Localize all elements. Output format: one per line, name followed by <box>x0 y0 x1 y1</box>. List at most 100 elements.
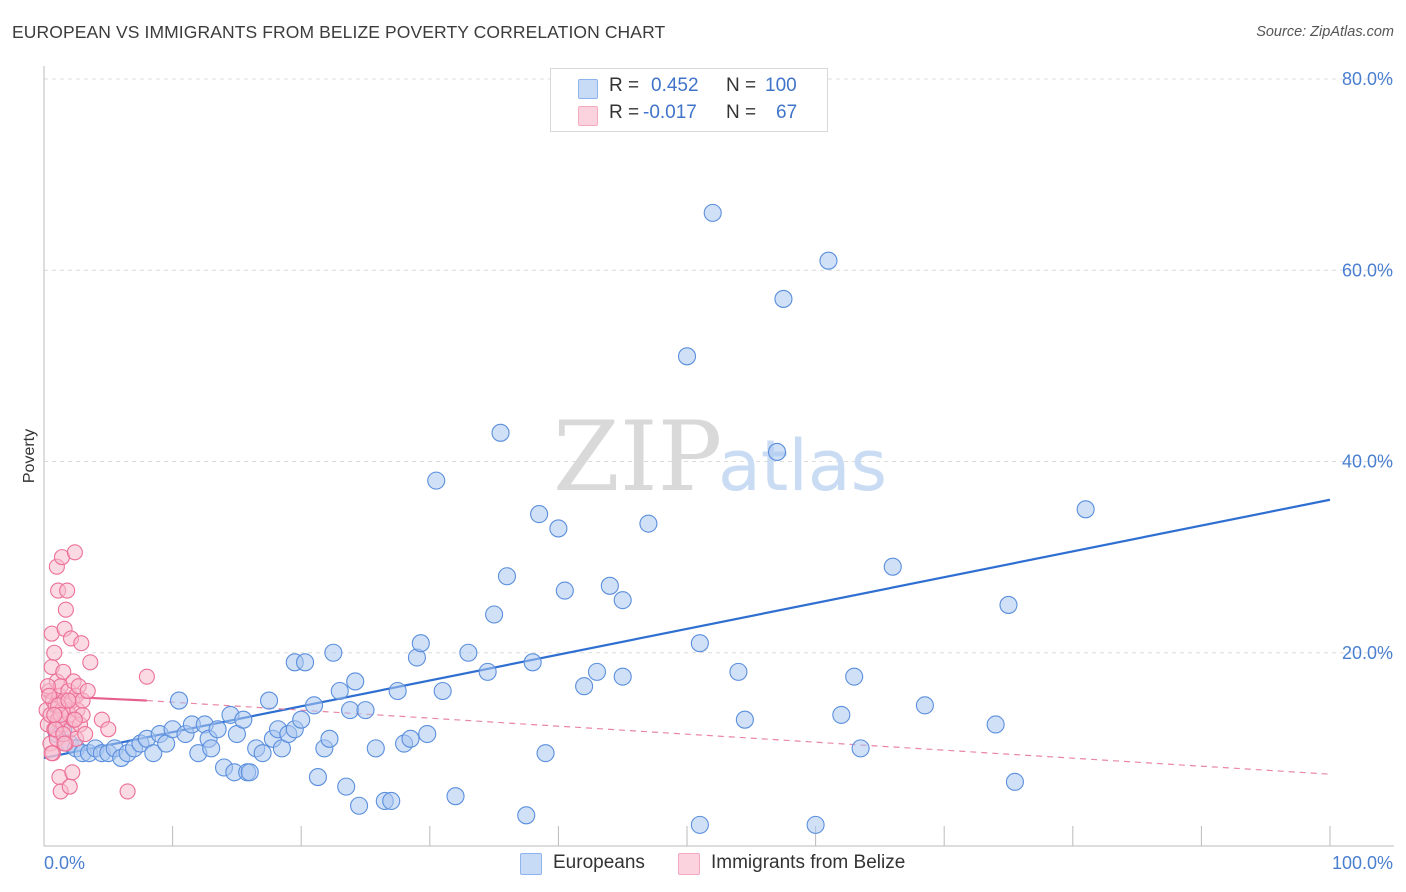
data-point-europeans <box>613 591 632 610</box>
data-point-belize <box>73 635 90 652</box>
legend-n-label: N = <box>726 102 757 123</box>
data-point-belize <box>100 721 117 738</box>
y-tick-label: 60.0% <box>1342 260 1393 280</box>
data-point-europeans <box>144 744 163 763</box>
data-point-europeans <box>341 701 360 720</box>
data-point-belize <box>66 544 83 561</box>
legend-r-value: -0.017 <box>643 102 697 123</box>
source-label: Source: ZipAtlas.com <box>1256 24 1394 40</box>
data-point-europeans <box>639 514 658 533</box>
data-point-europeans <box>600 576 619 595</box>
data-point-europeans <box>491 423 510 442</box>
watermark-atlas: atlas <box>718 425 887 507</box>
data-point-europeans <box>690 815 709 834</box>
legend-r-label: R = <box>609 102 640 123</box>
data-point-europeans <box>418 724 437 744</box>
data-point-europeans <box>401 729 420 748</box>
data-point-europeans <box>292 710 311 729</box>
data-point-europeans <box>234 710 253 729</box>
data-point-europeans <box>767 442 787 461</box>
data-point-europeans <box>1076 500 1095 519</box>
data-point-europeans <box>337 777 356 796</box>
data-point-europeans <box>845 667 864 686</box>
data-point-belize <box>57 601 74 618</box>
data-point-europeans <box>690 634 709 653</box>
y-axis-label: Poverty <box>21 429 38 483</box>
data-point-europeans <box>330 681 349 701</box>
data-point-europeans <box>735 710 754 729</box>
data-point-europeans <box>459 643 478 662</box>
data-point-europeans <box>411 634 430 653</box>
data-point-europeans <box>308 768 327 787</box>
data-point-belize <box>55 663 72 680</box>
points-europeans <box>47 203 1095 834</box>
data-point-belize <box>60 692 77 709</box>
data-point-europeans <box>729 662 748 681</box>
legend-swatch-europeans <box>520 853 542 875</box>
data-point-europeans <box>478 662 497 681</box>
chart-title: EUROPEAN VS IMMIGRANTS FROM BELIZE POVER… <box>12 22 666 42</box>
data-point-europeans <box>259 691 279 710</box>
data-point-europeans <box>1005 772 1024 791</box>
data-point-europeans <box>677 347 697 366</box>
data-point-europeans <box>350 796 369 815</box>
y-tick-label: 80.0% <box>1342 69 1393 89</box>
legend-swatch-europeans <box>578 79 598 99</box>
data-point-europeans <box>883 557 902 576</box>
correlation-legend: R = 0.452 N = 100 R = -0.017 N = 67 <box>550 68 828 132</box>
data-point-europeans <box>536 744 555 763</box>
data-point-europeans <box>485 605 504 624</box>
data-point-europeans <box>575 677 594 696</box>
data-point-europeans <box>296 653 315 672</box>
data-point-europeans <box>324 643 343 662</box>
data-point-europeans <box>851 739 870 758</box>
legend-r-label: R = <box>609 75 640 96</box>
tick-labels: 20.0% 40.0% 60.0% 80.0% 0.0% 100.0% <box>44 69 1393 873</box>
data-point-belize <box>79 682 96 700</box>
data-point-europeans <box>530 505 549 524</box>
data-point-europeans <box>169 691 189 710</box>
data-point-europeans <box>320 729 339 748</box>
data-point-europeans <box>587 662 607 681</box>
data-point-europeans <box>202 739 221 758</box>
data-point-europeans <box>986 715 1005 734</box>
data-point-europeans <box>915 696 934 715</box>
data-point-europeans <box>253 744 272 763</box>
x-tick-label: 0.0% <box>44 853 85 873</box>
legend-swatch-belize <box>678 853 700 875</box>
data-point-europeans <box>832 705 851 724</box>
data-point-europeans <box>208 720 227 739</box>
data-point-belize <box>64 764 81 781</box>
data-point-europeans <box>549 519 568 538</box>
data-point-europeans <box>240 763 259 782</box>
data-point-belize <box>59 582 76 599</box>
watermark-zip: ZIP <box>553 401 722 513</box>
data-point-europeans <box>382 791 401 811</box>
data-point-europeans <box>999 595 1018 614</box>
data-point-europeans <box>819 251 838 270</box>
data-point-europeans <box>703 203 722 222</box>
legend-n-label: N = <box>726 75 757 96</box>
legend-label-belize: Immigrants from Belize <box>711 852 906 873</box>
legend-r-value: 0.452 <box>651 75 699 96</box>
data-point-belize <box>46 706 63 723</box>
data-point-europeans <box>346 672 365 691</box>
data-point-europeans <box>517 806 536 825</box>
data-point-europeans <box>446 787 465 806</box>
data-point-belize <box>61 778 78 795</box>
x-tick-label: 100.0% <box>1332 853 1393 873</box>
y-tick-label: 40.0% <box>1342 452 1393 472</box>
series-legend: Europeans Immigrants from Belize <box>0 852 1406 878</box>
data-point-europeans <box>305 696 324 715</box>
y-tick-label: 20.0% <box>1342 643 1393 663</box>
data-point-europeans <box>774 289 793 308</box>
data-point-europeans <box>497 567 517 586</box>
points-belize <box>38 544 155 800</box>
data-point-europeans <box>388 681 407 701</box>
trend-line-europeans <box>43 498 1331 760</box>
data-point-europeans <box>366 739 385 758</box>
data-point-belize <box>82 654 99 671</box>
data-point-belize <box>138 668 155 685</box>
legend-row-europeans: R = 0.452 N = 100 <box>551 75 827 101</box>
